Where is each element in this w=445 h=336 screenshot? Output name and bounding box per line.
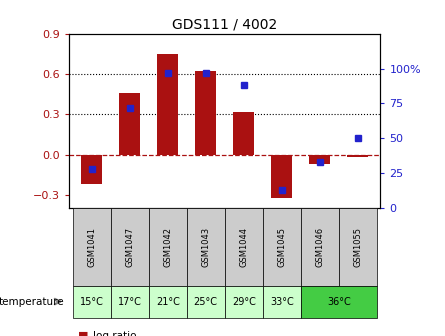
Text: 21°C: 21°C bbox=[156, 297, 180, 306]
Bar bbox=[339, 208, 376, 286]
Bar bbox=[309, 155, 330, 164]
Text: GSM1047: GSM1047 bbox=[125, 227, 134, 267]
Text: log ratio: log ratio bbox=[93, 331, 137, 336]
Text: GSM1044: GSM1044 bbox=[239, 227, 248, 267]
Text: GSM1041: GSM1041 bbox=[87, 227, 96, 267]
Text: 15°C: 15°C bbox=[80, 297, 104, 306]
Bar bbox=[187, 208, 225, 286]
Text: GSM1045: GSM1045 bbox=[277, 227, 286, 267]
Bar bbox=[271, 155, 292, 198]
Text: 36°C: 36°C bbox=[327, 297, 351, 306]
Bar bbox=[73, 208, 111, 286]
Bar bbox=[81, 155, 102, 184]
Bar bbox=[263, 208, 301, 286]
Bar bbox=[157, 54, 178, 155]
Bar bbox=[111, 286, 149, 318]
Bar bbox=[111, 208, 149, 286]
Text: GSM1055: GSM1055 bbox=[353, 227, 362, 267]
Text: 17°C: 17°C bbox=[118, 297, 142, 306]
Text: 29°C: 29°C bbox=[232, 297, 256, 306]
Bar bbox=[195, 71, 216, 155]
Text: 25°C: 25°C bbox=[194, 297, 218, 306]
Bar bbox=[73, 286, 111, 318]
Text: 33°C: 33°C bbox=[270, 297, 294, 306]
Bar bbox=[149, 208, 187, 286]
Text: temperature: temperature bbox=[0, 297, 65, 306]
Bar bbox=[263, 286, 301, 318]
Bar bbox=[119, 93, 140, 155]
Bar bbox=[149, 286, 187, 318]
Text: GSM1046: GSM1046 bbox=[315, 227, 324, 267]
Bar bbox=[233, 112, 254, 155]
Bar bbox=[225, 208, 263, 286]
Text: ■: ■ bbox=[78, 331, 89, 336]
Text: GSM1043: GSM1043 bbox=[201, 227, 210, 267]
Bar bbox=[347, 155, 368, 157]
Bar bbox=[225, 286, 263, 318]
Text: GSM1042: GSM1042 bbox=[163, 227, 172, 267]
Bar bbox=[301, 286, 376, 318]
Title: GDS111 / 4002: GDS111 / 4002 bbox=[172, 17, 277, 31]
Bar bbox=[187, 286, 225, 318]
Bar bbox=[301, 208, 339, 286]
